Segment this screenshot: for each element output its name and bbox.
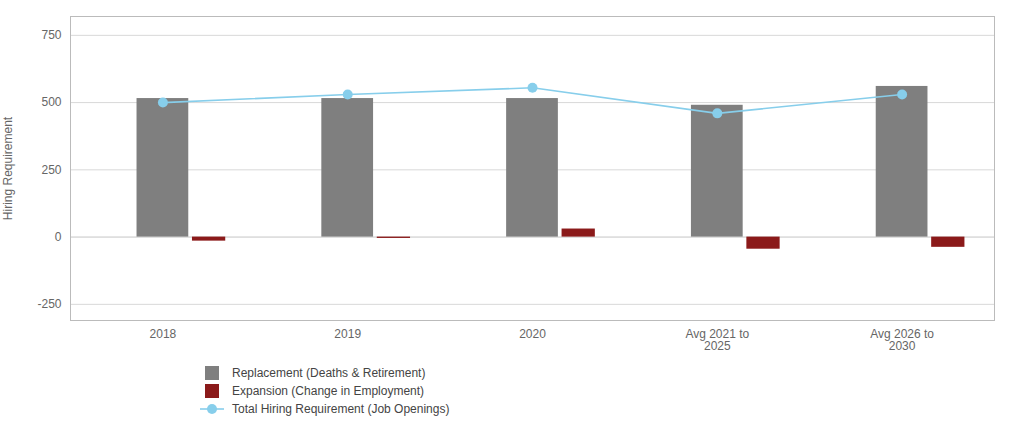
svg-text:500: 500 [41,95,61,109]
svg-text:0: 0 [55,230,62,244]
svg-text:Avg 2026 to2030: Avg 2026 to2030 [870,327,934,353]
svg-text:2018: 2018 [150,327,177,341]
svg-text:-250: -250 [37,297,61,311]
html-text:Expansion (Change in Employmen: Expansion (Change in Employment) [232,384,425,398]
svg-text:Hiring Requirement: Hiring Requirement [1,116,15,220]
svg-text:2020: 2020 [519,327,546,341]
svg-text:2019: 2019 [334,327,361,341]
svg-text:750: 750 [41,28,61,42]
svg-text:250: 250 [41,163,61,177]
html-text:Replacement (Deaths & Retireme: Replacement (Deaths & Retirement) [232,366,426,380]
svg-text:Avg 2021 to2025: Avg 2021 to2025 [685,327,749,353]
html-text:Total Hiring Requirement (Job: Total Hiring Requirement (Job Openings) [232,402,450,416]
